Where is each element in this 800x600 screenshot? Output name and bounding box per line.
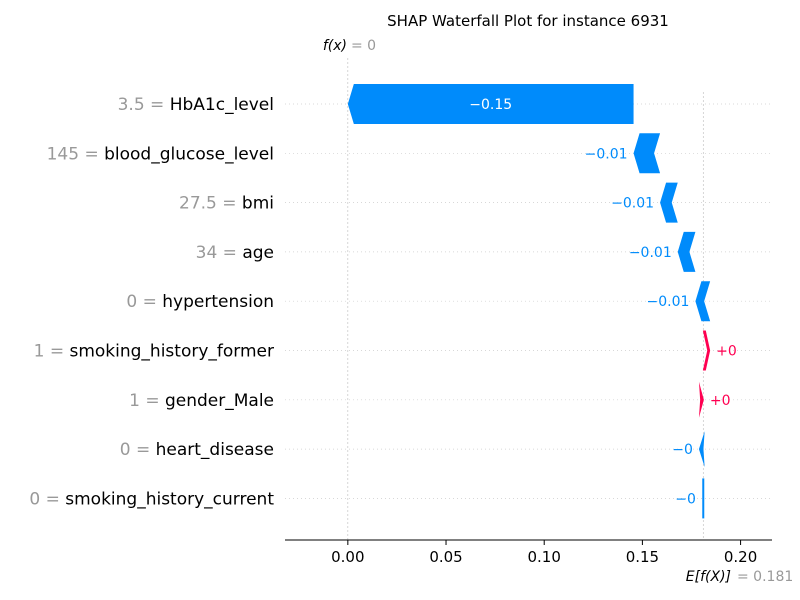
feature-name: gender_Male bbox=[165, 391, 274, 411]
feature-name: hypertension bbox=[162, 292, 274, 312]
feature-name: smoking_history_current bbox=[65, 489, 274, 509]
base-value-text: = 0.181 bbox=[737, 569, 793, 585]
y-tick-labels: 3.5 = HbA1c_level 145 = blood_glucose_lev… bbox=[29, 95, 274, 509]
feature-value: 27.5 = bbox=[179, 194, 242, 214]
bar-value-label: +0 bbox=[710, 393, 731, 409]
feature-value: 145 = bbox=[47, 144, 105, 164]
bar-value-label: −0.01 bbox=[611, 196, 654, 212]
y-tick-label: 1 = gender_Male bbox=[129, 391, 274, 411]
feature-name: smoking_history_former bbox=[69, 342, 274, 362]
feature-value: 3.5 = bbox=[118, 95, 170, 115]
feature-value: 34 = bbox=[196, 243, 243, 263]
bar-smoking_history_former bbox=[702, 330, 711, 371]
y-tick-label: 0 = heart_disease bbox=[120, 440, 274, 460]
y-tick-label: 3.5 = HbA1c_level bbox=[118, 95, 274, 115]
feature-value: 1 = bbox=[34, 342, 70, 362]
feature-value: 0 = bbox=[120, 440, 156, 460]
x-tick-label: 0.20 bbox=[724, 548, 757, 566]
feature-name: blood_glucose_level bbox=[104, 144, 274, 164]
feature-name: HbA1c_level bbox=[170, 95, 274, 115]
bar-value-label: −0.01 bbox=[585, 146, 628, 162]
base-label-text: E[f(X)] bbox=[686, 569, 731, 585]
bar-age bbox=[677, 231, 696, 272]
bar-smoking_history_current bbox=[702, 478, 705, 519]
x-tick-label: 0.05 bbox=[429, 548, 462, 566]
x-tick-label: 0.15 bbox=[626, 548, 659, 566]
y-tick-label: 27.5 = bmi bbox=[179, 194, 274, 214]
fx-value-text: = 0 bbox=[351, 38, 376, 54]
x-axis: 0.00 0.05 0.10 0.15 0.20 bbox=[285, 539, 772, 566]
base-value-label: E[f(X)] = 0.181 bbox=[686, 569, 793, 585]
bar-value-label: −0.01 bbox=[629, 245, 672, 261]
feature-value: 1 = bbox=[129, 391, 165, 411]
bar-blood_glucose_level bbox=[633, 133, 661, 174]
bars bbox=[347, 84, 711, 519]
feature-name: age bbox=[242, 243, 274, 263]
bar-value-label: −0 bbox=[675, 491, 696, 507]
feature-value: 0 = bbox=[126, 292, 162, 312]
bar-gender_Male bbox=[698, 381, 704, 418]
bar-hypertension bbox=[695, 281, 711, 322]
chart-title: SHAP Waterfall Plot for instance 6931 bbox=[387, 12, 669, 30]
y-tick-label: 0 = hypertension bbox=[126, 292, 274, 312]
x-tick-label: 0.10 bbox=[528, 548, 561, 566]
x-tick-label: 0.00 bbox=[331, 548, 364, 566]
feature-name: bmi bbox=[242, 194, 274, 214]
y-tick-label: 0 = smoking_history_current bbox=[29, 489, 274, 509]
fx-label-text: f(x) bbox=[323, 38, 347, 54]
bar-heart_disease bbox=[698, 431, 705, 468]
feature-value: 0 = bbox=[29, 489, 65, 509]
y-tick-label: 1 = smoking_history_former bbox=[34, 342, 274, 362]
bar-HbA1c_level bbox=[347, 84, 634, 124]
bar-value-label: −0.15 bbox=[469, 97, 512, 113]
bar-bmi bbox=[660, 182, 678, 223]
bar-value-label: +0 bbox=[716, 344, 737, 360]
bar-value-label: −0 bbox=[672, 442, 693, 458]
fx-label: f(x) = 0 bbox=[323, 38, 376, 54]
bar-labels: −0.15 −0.01 −0.01 −0.01 −0.01 +0 +0 −0 −0 bbox=[469, 97, 737, 507]
feature-name: heart_disease bbox=[156, 440, 274, 460]
y-tick-label: 145 = blood_glucose_level bbox=[47, 144, 274, 164]
y-tick-label: 34 = age bbox=[196, 243, 274, 263]
bar-value-label: −0.01 bbox=[647, 294, 690, 310]
